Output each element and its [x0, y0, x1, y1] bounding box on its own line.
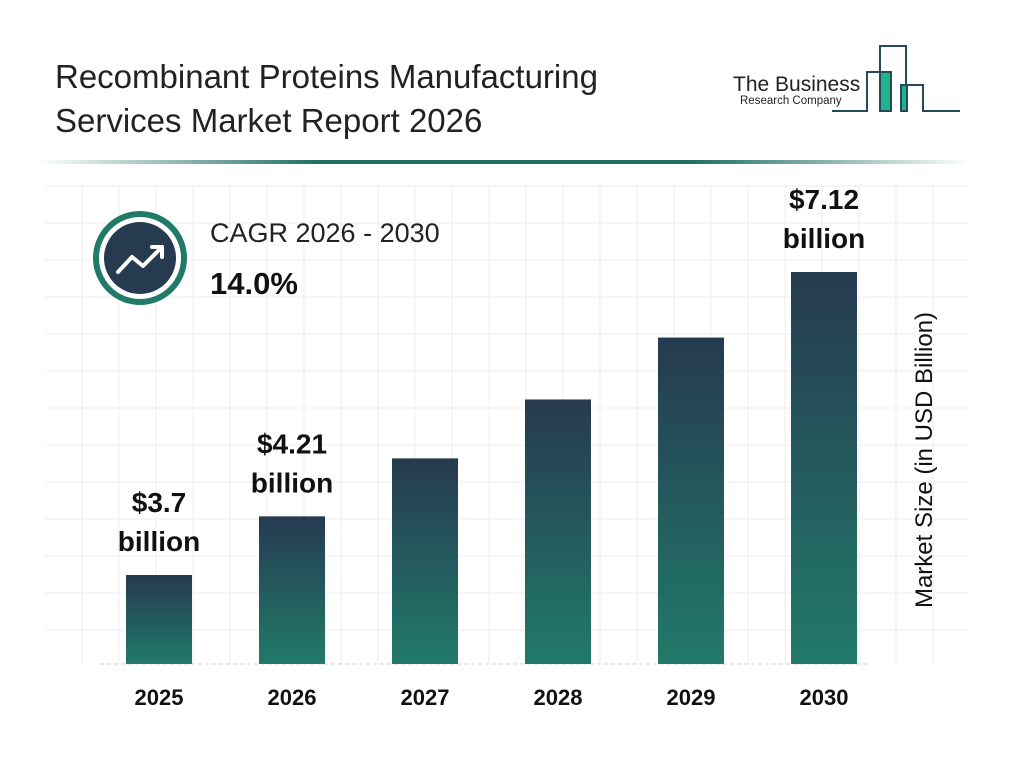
data-label-unit: billion [118, 526, 200, 557]
data-label-unit: billion [783, 223, 865, 254]
title-line-2: Services Market Report 2026 [55, 102, 483, 139]
bar-2029 [658, 337, 724, 664]
bar-2028 [525, 399, 591, 664]
data-label: $7.12 [789, 184, 859, 215]
bar-2025 [126, 575, 192, 664]
data-label-unit: billion [251, 467, 333, 498]
x-tick-label: 2030 [800, 685, 849, 710]
title-line-1: Recombinant Proteins Manufacturing [55, 58, 598, 95]
data-label: $3.7 [132, 487, 187, 518]
logo-subtext: Research Company [740, 95, 842, 107]
logo-buildings-icon [832, 45, 960, 112]
bar-2027 [392, 458, 458, 664]
cagr-label: CAGR 2026 - 2030 [210, 218, 440, 248]
trend-up-arrow-icon [116, 245, 164, 274]
x-tick-label: 2025 [135, 685, 184, 710]
x-tick-label: 2029 [667, 685, 716, 710]
y-axis-label: Market Size (in USD Billion) [911, 311, 938, 609]
logo-text: The Business [733, 73, 861, 96]
page-title: Recombinant Proteins Manufacturing Servic… [55, 55, 598, 143]
cagr-circle [104, 222, 176, 294]
divider [40, 160, 970, 164]
x-tick-label: 2028 [534, 685, 583, 710]
bar-2030 [791, 272, 857, 664]
bar-2026 [259, 516, 325, 664]
x-tick-label: 2027 [401, 685, 450, 710]
cagr-value: 14.0% [210, 266, 298, 301]
x-tick-label: 2026 [268, 685, 317, 710]
logo: The Business Research Company [720, 40, 970, 120]
data-label: $4.21 [257, 428, 327, 459]
